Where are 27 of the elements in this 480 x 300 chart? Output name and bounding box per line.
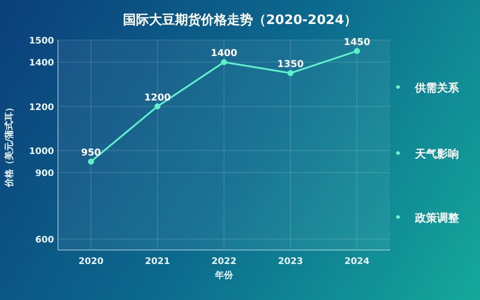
y-tick-label: 1000 [28, 147, 54, 158]
x-tick-label: 2024 [344, 257, 370, 267]
y-axis-title: 价格（美元/蒲式耳） [4, 102, 15, 188]
point [154, 103, 160, 110]
point [221, 59, 227, 66]
x-axis-title: 年份 [214, 270, 234, 281]
text: 供需关系 [414, 82, 460, 94]
y-tick-label: 900 [35, 169, 54, 180]
x-tick-label: 2023 [278, 257, 304, 267]
x-tick-label: 2020 [78, 257, 104, 267]
x-tick-label: 2022 [211, 257, 237, 267]
y-tick-label: 1400 [28, 58, 54, 69]
y-tick-label: 1500 [28, 36, 54, 46]
point [88, 158, 94, 165]
y-tick-label: 600 [35, 235, 54, 246]
point [288, 70, 294, 76]
text: 天气影响 [414, 148, 459, 160]
data-label: 1350 [277, 59, 304, 70]
data-label: 1400 [210, 48, 238, 60]
data-label: 1450 [344, 37, 371, 48]
x-tick-label: 2021 [144, 257, 170, 267]
point [354, 48, 360, 54]
y-tick-label: 1200 [28, 102, 54, 113]
data-label: 950 [81, 148, 102, 159]
text: 政策调整 [414, 212, 460, 224]
chart-title: 国际大豆期货价格走势（2020-2024） [123, 12, 357, 28]
data-label: 1200 [144, 92, 172, 104]
